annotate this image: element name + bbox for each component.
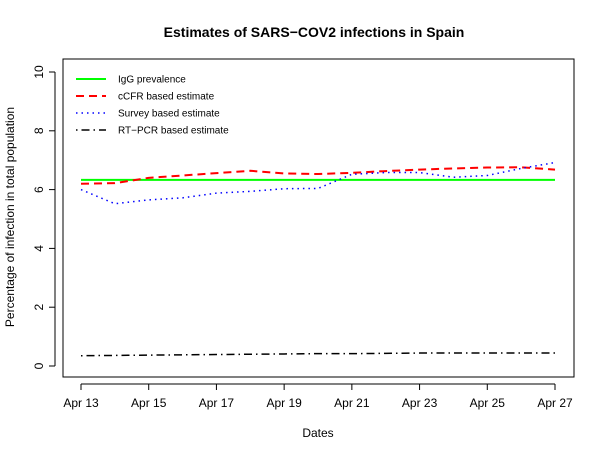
series-line-2 xyxy=(80,161,556,205)
y-tick-label: 4 xyxy=(32,245,46,252)
y-tick-label: 8 xyxy=(32,127,46,134)
y-axis-title: Percentage of infection in total populat… xyxy=(3,107,17,327)
y-tick-label: 2 xyxy=(32,304,46,311)
x-tick-label: Apr 19 xyxy=(266,396,302,410)
x-tick-label: Apr 21 xyxy=(334,396,370,410)
x-axis-title: Dates xyxy=(302,426,333,440)
chart-title: Estimates of SARS−COV2 infections in Spa… xyxy=(164,24,465,40)
x-tick-label: Apr 27 xyxy=(537,396,573,410)
x-tick-label: Apr 13 xyxy=(63,396,99,410)
x-tick-label: Apr 25 xyxy=(470,396,506,410)
legend: IgG prevalence cCFR based estimate Survey … xyxy=(76,75,229,137)
x-tick-label: Apr 23 xyxy=(402,396,438,410)
x-axis: Apr 13 Apr 15 Apr 17 Apr 19 Apr 21 Apr 23 Apr … xyxy=(63,383,573,410)
legend-label: Survey based estimate xyxy=(118,109,220,120)
y-axis: 0 2 4 6 8 10 xyxy=(32,65,56,369)
legend-label: cCFR based estimate xyxy=(118,92,215,103)
legend-label: IgG prevalence xyxy=(118,75,186,86)
x-tick-label: Apr 17 xyxy=(199,396,235,410)
y-tick-label: 6 xyxy=(32,186,46,193)
series-line-1 xyxy=(80,166,556,185)
series-lines xyxy=(80,161,556,357)
y-tick-label: 0 xyxy=(32,362,46,369)
plot-area xyxy=(62,58,575,378)
y-tick-label: 10 xyxy=(32,65,46,79)
x-tick-label: Apr 15 xyxy=(131,396,167,410)
series-line-3 xyxy=(80,352,555,357)
legend-label: RT−PCR based estimate xyxy=(118,126,229,137)
